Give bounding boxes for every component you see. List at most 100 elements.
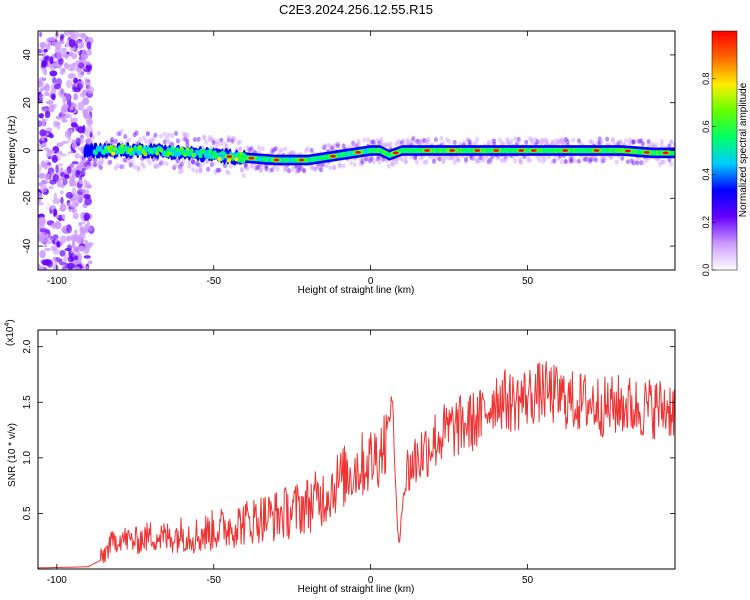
heatmap-cell xyxy=(302,167,307,173)
heatmap-cell xyxy=(71,240,76,249)
heatmap-cell xyxy=(351,140,356,146)
heatmap-cell xyxy=(52,264,59,270)
heatmap-cell xyxy=(426,139,431,145)
heatmap-cell xyxy=(364,157,369,163)
heatmap-cell xyxy=(358,157,363,163)
heatmap-cell xyxy=(288,150,293,156)
heatmap-cell xyxy=(69,198,78,203)
heatmap-cell xyxy=(290,150,295,156)
heatmap-cell xyxy=(138,137,143,143)
heatmap-cell xyxy=(207,137,212,143)
snr-x-axis-label: Height of straight line (km) xyxy=(298,584,415,595)
heatmap-cell xyxy=(94,149,98,156)
heatmap-cell xyxy=(59,40,65,45)
heatmap-cell xyxy=(174,163,179,169)
heatmap-cell xyxy=(302,168,307,174)
heatmap-cell xyxy=(115,130,120,136)
heatmap-cell xyxy=(67,114,72,119)
heatmap-cell xyxy=(422,159,427,165)
heatmap-cell xyxy=(593,157,598,163)
heatmap-cell xyxy=(241,152,246,157)
heatmap-cell xyxy=(128,151,133,156)
heatmap-cell xyxy=(82,218,86,225)
heatmap-cell xyxy=(243,162,248,168)
heatmap-cell xyxy=(177,169,182,175)
spectrogram-x-tick-label: -50 xyxy=(206,276,221,287)
heatmap-cell xyxy=(413,155,418,161)
heatmap-cell xyxy=(529,139,534,145)
heatmap-cell xyxy=(554,138,559,144)
heatmap-cell xyxy=(480,155,485,161)
heatmap-cell xyxy=(57,163,63,167)
heatmap-cell xyxy=(667,157,672,163)
heatmap-cell xyxy=(52,77,57,84)
snr-x-tick-label: 0 xyxy=(368,575,374,586)
heatmap-cell xyxy=(77,146,83,150)
heatmap-cell xyxy=(518,156,523,162)
heatmap-cell xyxy=(597,140,602,146)
heatmap-cell xyxy=(66,55,74,65)
heatmap-cell xyxy=(268,168,273,174)
heatmap-cell xyxy=(60,33,65,39)
heatmap-cell xyxy=(45,100,54,105)
heatmap-cell xyxy=(226,155,233,158)
heatmap-cell xyxy=(330,145,335,151)
heatmap-cell xyxy=(497,137,502,143)
heatmap-cell xyxy=(59,190,64,195)
heatmap-cell xyxy=(447,139,452,145)
heatmap-cell xyxy=(77,45,84,49)
heatmap-cell xyxy=(337,163,342,169)
heatmap-cell xyxy=(501,157,506,163)
heatmap-cell xyxy=(452,140,457,146)
heatmap-cell xyxy=(172,165,177,171)
heatmap-cell xyxy=(550,139,555,145)
heatmap-cell xyxy=(452,159,457,165)
heatmap-cell xyxy=(208,148,213,153)
heatmap-cell xyxy=(66,235,71,242)
heatmap-cell xyxy=(191,153,196,158)
heatmap-cell xyxy=(529,137,534,143)
heatmap-cell xyxy=(86,220,91,229)
heatmap-cell xyxy=(273,158,280,162)
heatmap-cell xyxy=(39,250,46,259)
heatmap-cell xyxy=(271,164,276,170)
snr-x-tick-label: -100 xyxy=(47,575,67,586)
heatmap-cell xyxy=(253,166,258,172)
spectrogram-x-tick-label: -100 xyxy=(47,276,67,287)
spectrogram-y-tick-label: 0 xyxy=(22,147,33,153)
heatmap-cell xyxy=(61,140,69,144)
heatmap-cell xyxy=(55,164,59,173)
heatmap-cell xyxy=(633,159,638,165)
heatmap-cell xyxy=(424,139,429,145)
heatmap-cell xyxy=(68,267,73,270)
heatmap-cell xyxy=(637,138,642,144)
heatmap-cell xyxy=(83,255,91,259)
heatmap-cell xyxy=(456,157,461,163)
heatmap-cell xyxy=(70,234,78,242)
heatmap-cell xyxy=(405,139,410,145)
heatmap-cell xyxy=(335,141,340,147)
heatmap-cell xyxy=(67,165,72,175)
heatmap-cell xyxy=(232,136,237,142)
heatmap-cell xyxy=(562,149,569,152)
heatmap-cell xyxy=(83,113,91,120)
heatmap-cell xyxy=(475,159,480,165)
heatmap-cell xyxy=(499,140,504,146)
heatmap-cell xyxy=(82,124,86,134)
heatmap-cell xyxy=(83,181,91,189)
heatmap-cell xyxy=(418,138,423,144)
snr-series-line xyxy=(38,361,675,569)
heatmap-cell xyxy=(563,158,568,164)
heatmap-cell xyxy=(441,157,446,163)
heatmap-cell xyxy=(39,31,43,38)
heatmap-cell xyxy=(392,151,399,155)
colorbar-tick-label: 0.0 xyxy=(701,264,711,277)
heatmap-cell xyxy=(140,161,145,167)
heatmap-cell xyxy=(183,132,188,138)
heatmap-cell xyxy=(74,255,79,261)
heatmap-cell xyxy=(67,262,75,270)
heatmap-cell xyxy=(516,136,521,142)
heatmap-cell xyxy=(223,163,228,169)
heatmap-cell xyxy=(86,125,93,135)
heatmap-cell xyxy=(40,183,48,193)
